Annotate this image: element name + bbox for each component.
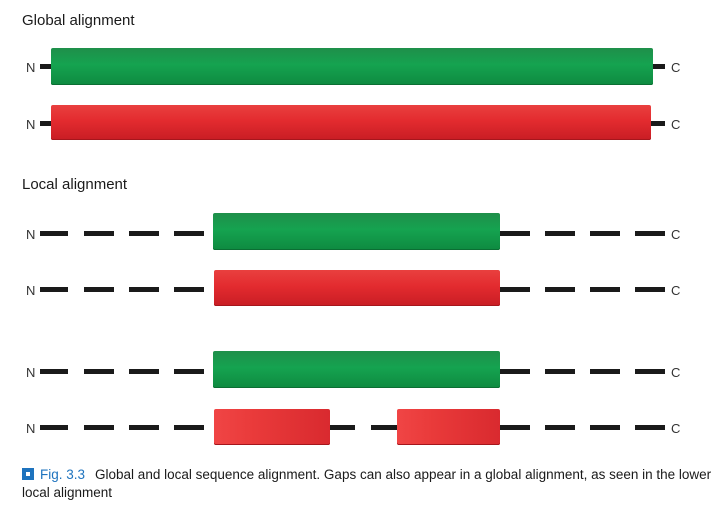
red-aligned-segment-left [214, 409, 330, 445]
gap-dash [129, 369, 159, 374]
terminus-line [40, 121, 52, 126]
gap-dash [174, 231, 204, 236]
gap-dash [590, 287, 620, 292]
gap-dash [84, 231, 114, 236]
gap-dash [129, 231, 159, 236]
gap-dash [84, 369, 114, 374]
gap-dash [545, 287, 575, 292]
internal-gap-dash [330, 425, 355, 430]
gap-dash [40, 231, 68, 236]
gap-dash [84, 287, 114, 292]
gap-dash [635, 425, 665, 430]
terminus-line [651, 121, 665, 126]
gap-dash [129, 425, 159, 430]
n-terminus-label: N [26, 421, 36, 436]
local-alignment-title: Local alignment [22, 176, 128, 193]
green-aligned-segment [213, 213, 500, 250]
gap-dash [500, 231, 530, 236]
caption-text: Global and local sequence alignment. Gap… [22, 467, 712, 500]
gap-dash [129, 287, 159, 292]
figure-number: Fig. 3.3 [40, 467, 86, 482]
gap-dash [500, 287, 530, 292]
green-aligned-segment [213, 351, 500, 388]
gap-dash [545, 369, 575, 374]
gap-dash [174, 425, 204, 430]
c-terminus-label: C [671, 421, 681, 436]
n-terminus-label: N [26, 283, 36, 298]
gap-dash [590, 369, 620, 374]
gap-dash [84, 425, 114, 430]
n-terminus-label: N [26, 365, 36, 380]
terminus-line [40, 64, 52, 69]
gap-dash [545, 231, 575, 236]
green-sequence-bar [51, 48, 653, 85]
gap-dash [500, 425, 530, 430]
gap-dash [590, 425, 620, 430]
global-alignment-title: Global alignment [22, 12, 135, 29]
gap-dash [635, 287, 665, 292]
c-terminus-label: C [671, 227, 681, 242]
gap-dash [635, 231, 665, 236]
internal-gap-dash [371, 425, 397, 430]
gap-dash [500, 369, 530, 374]
red-sequence-bar [51, 105, 651, 140]
gap-dash [590, 231, 620, 236]
gap-dash [174, 287, 204, 292]
gap-dash [635, 369, 665, 374]
n-terminus-label: N [26, 60, 36, 75]
gap-dash [40, 287, 68, 292]
c-terminus-label: C [671, 283, 681, 298]
c-terminus-label: C [671, 117, 681, 132]
gap-dash [545, 425, 575, 430]
n-terminus-label: N [26, 117, 36, 132]
red-aligned-segment-right [397, 409, 500, 445]
gap-dash [40, 369, 68, 374]
figure-caption: Fig. 3.3 Global and local sequence alignm… [22, 466, 712, 502]
c-terminus-label: C [671, 60, 681, 75]
gap-dash [40, 425, 68, 430]
n-terminus-label: N [26, 227, 36, 242]
gap-dash [174, 369, 204, 374]
terminus-line [653, 64, 665, 69]
c-terminus-label: C [671, 365, 681, 380]
figure-marker-icon [22, 468, 34, 480]
red-aligned-segment [214, 270, 500, 306]
